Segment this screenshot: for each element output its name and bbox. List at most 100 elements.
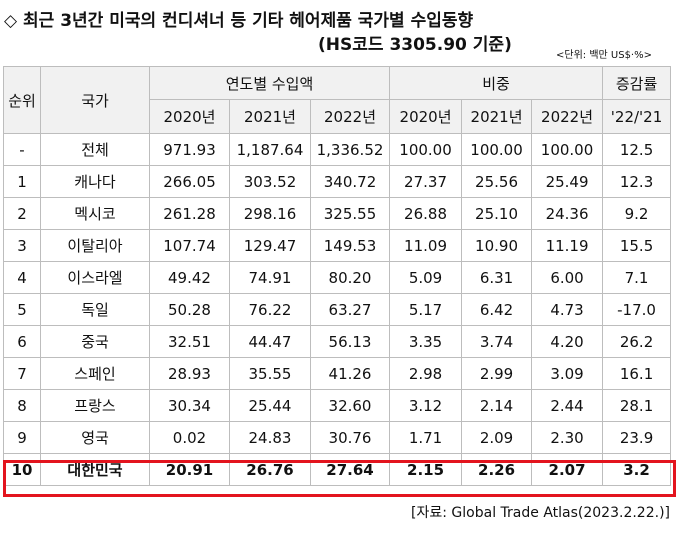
cell-s2021: 2.14 [461, 389, 533, 422]
cell-s2022: 11.19 [531, 229, 604, 262]
header-share-group: 비중 [389, 66, 604, 100]
table-row: 7 스페인 28.93 35.55 41.26 2.98 2.99 3.09 16.1 [3, 357, 672, 390]
cell-country: 스페인 [40, 357, 150, 390]
cell-v2022: 325.55 [309, 197, 391, 230]
cell-v2021: 129.47 [229, 229, 311, 262]
cell-rank: 7 [3, 357, 41, 390]
cell-country: 영국 [40, 421, 150, 454]
import-table: 순위 국가 연도별 수입액 비중 증감률 2020년 2021년 2022년 2… [3, 66, 672, 486]
cell-s2022: 100.00 [531, 133, 604, 166]
cell-s2021: 3.74 [461, 325, 533, 358]
cell-v2020: 20.91 [149, 453, 230, 486]
header-rank: 순위 [3, 66, 41, 134]
cell-v2021: 35.55 [229, 357, 311, 390]
cell-v2022: 30.76 [309, 421, 391, 454]
cell-v2021: 1,187.64 [229, 133, 311, 166]
cell-growth: 16.1 [602, 357, 672, 390]
cell-s2021: 6.31 [461, 261, 533, 294]
page-subtitle: (HS코드 3305.90 기준) [318, 35, 512, 55]
cell-country: 이스라엘 [40, 261, 150, 294]
cell-rank: 10 [3, 453, 41, 486]
cell-s2021: 10.90 [461, 229, 533, 262]
cell-v2021: 74.91 [229, 261, 311, 294]
cell-country: 프랑스 [40, 389, 150, 422]
cell-s2022: 2.07 [531, 453, 604, 486]
source-note: [자료: Global Trade Atlas(2023.2.22.)] [411, 505, 670, 521]
cell-s2021: 2.99 [461, 357, 533, 390]
cell-s2020: 2.15 [389, 453, 463, 486]
page-title: ◇ 최근 3년간 미국의 컨디셔너 등 기타 헤어제품 국가별 수입동향 [4, 11, 474, 31]
cell-s2022: 4.20 [531, 325, 604, 358]
cell-growth: -17.0 [602, 293, 672, 326]
cell-rank: 6 [3, 325, 41, 358]
cell-v2022: 32.60 [309, 389, 391, 422]
cell-rank: - [3, 133, 41, 166]
cell-v2022: 149.53 [309, 229, 391, 262]
cell-growth: 9.2 [602, 197, 672, 230]
cell-s2022: 2.30 [531, 421, 604, 454]
cell-rank: 3 [3, 229, 41, 262]
cell-s2022: 25.49 [531, 165, 604, 198]
cell-s2020: 3.12 [389, 389, 463, 422]
cell-v2020: 107.74 [149, 229, 230, 262]
cell-v2021: 25.44 [229, 389, 311, 422]
cell-v2020: 261.28 [149, 197, 230, 230]
header-growth-period: '22/'21 [602, 99, 672, 134]
cell-v2022: 1,336.52 [309, 133, 391, 166]
cell-growth: 15.5 [602, 229, 672, 262]
cell-v2020: 49.42 [149, 261, 230, 294]
cell-v2021: 303.52 [229, 165, 311, 198]
header-import-group: 연도별 수입액 [148, 66, 391, 100]
cell-s2020: 3.35 [389, 325, 463, 358]
cell-growth: 28.1 [602, 389, 672, 422]
cell-v2020: 50.28 [149, 293, 230, 326]
table-row: 3 이탈리아 107.74 129.47 149.53 11.09 10.90 11.19 15… [3, 229, 672, 262]
cell-s2021: 6.42 [461, 293, 533, 326]
unit-note: <단위: 백만 US$·%> [556, 50, 652, 61]
table-row: 2 멕시코 261.28 298.16 325.55 26.88 25.10 24.36 9.2 [3, 197, 672, 230]
table-row: 4 이스라엘 49.42 74.91 80.20 5.09 6.31 6.00 7.1 [3, 261, 672, 294]
header-import-2020: 2020년 [149, 99, 230, 134]
header-country: 국가 [40, 66, 150, 134]
cell-s2020: 1.71 [389, 421, 463, 454]
cell-v2022: 56.13 [309, 325, 391, 358]
header-share-2021: 2021년 [461, 99, 533, 134]
cell-v2020: 32.51 [149, 325, 230, 358]
cell-v2020: 28.93 [149, 357, 230, 390]
table-row: - 전체 971.93 1,187.64 1,336.52 100.00 100.00 100… [3, 133, 672, 166]
cell-v2021: 44.47 [229, 325, 311, 358]
cell-growth: 3.2 [602, 453, 672, 486]
cell-s2022: 6.00 [531, 261, 604, 294]
cell-s2021: 2.26 [461, 453, 533, 486]
table-row: 10 대한민국 20.91 26.76 27.64 2.15 2.26 2.07 3.2 [3, 453, 672, 486]
table-row: 1 캐나다 266.05 303.52 340.72 27.37 25.56 25.49 12.… [3, 165, 672, 198]
cell-v2022: 41.26 [309, 357, 391, 390]
cell-country: 독일 [40, 293, 150, 326]
cell-v2022: 63.27 [309, 293, 391, 326]
cell-growth: 23.9 [602, 421, 672, 454]
cell-country: 전체 [40, 133, 150, 166]
cell-s2021: 2.09 [461, 421, 533, 454]
table-row: 8 프랑스 30.34 25.44 32.60 3.12 2.14 2.44 28.1 [3, 389, 672, 422]
cell-s2022: 2.44 [531, 389, 604, 422]
cell-v2022: 340.72 [309, 165, 391, 198]
cell-rank: 1 [3, 165, 41, 198]
header-growth-group: 증감률 [602, 66, 672, 100]
cell-v2022: 80.20 [309, 261, 391, 294]
header-import-2022: 2022년 [309, 99, 391, 134]
table-row: 5 독일 50.28 76.22 63.27 5.17 6.42 4.73 -17.0 [3, 293, 672, 326]
cell-v2021: 24.83 [229, 421, 311, 454]
cell-s2022: 3.09 [531, 357, 604, 390]
header-import-2021: 2021년 [229, 99, 311, 134]
cell-country: 이탈리아 [40, 229, 150, 262]
cell-s2020: 100.00 [389, 133, 463, 166]
cell-s2020: 27.37 [389, 165, 463, 198]
cell-v2020: 0.02 [149, 421, 230, 454]
cell-growth: 7.1 [602, 261, 672, 294]
cell-v2022: 27.64 [309, 453, 391, 486]
cell-country: 대한민국 [40, 453, 150, 486]
cell-v2021: 298.16 [229, 197, 311, 230]
cell-s2020: 26.88 [389, 197, 463, 230]
cell-growth: 12.3 [602, 165, 672, 198]
cell-growth: 12.5 [602, 133, 672, 166]
